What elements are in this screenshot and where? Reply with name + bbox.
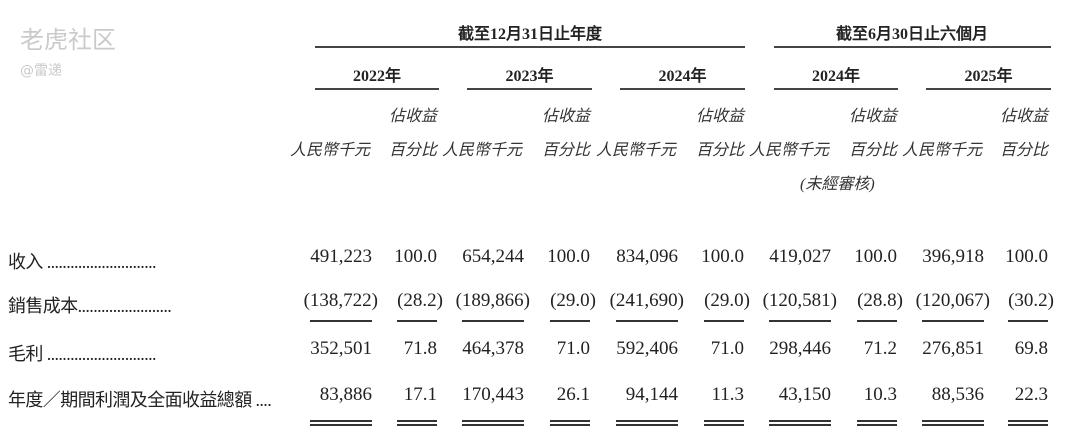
annual-period-header: 截至12月31日止年度	[457, 26, 603, 43]
pct-header-line2: 百分比	[695, 142, 744, 159]
row-label: 年度／期間利潤及全面收益總額 ....	[8, 390, 272, 410]
pct-header-line1: 佔收益	[388, 108, 437, 125]
rmb-cell: 491,223	[310, 246, 372, 267]
row-label: 毛利 ............................	[8, 344, 157, 364]
year-header: 2024年	[811, 68, 861, 85]
percent-cell: 11.3	[711, 384, 744, 405]
subtotal-underline	[462, 320, 524, 322]
rmb-cell: (189,866)	[455, 290, 530, 311]
subtotal-underline	[922, 320, 984, 322]
rmb-cell: 834,096	[616, 246, 678, 267]
rmb-cell: 298,446	[769, 338, 831, 359]
rmb-header: 人民幣千元	[441, 142, 522, 159]
subtotal-underline	[616, 320, 678, 322]
year-header-rule	[315, 88, 439, 90]
rmb-header: 人民幣千元	[595, 142, 676, 159]
total-double-underline	[397, 420, 437, 426]
total-double-underline	[769, 420, 831, 426]
rmb-cell: 43,150	[778, 384, 831, 405]
percent-cell: 100.0	[854, 246, 897, 267]
rmb-header: 人民幣千元	[289, 142, 370, 159]
subtotal-underline	[397, 320, 437, 322]
year-header-rule	[774, 88, 898, 90]
rmb-cell: 464,378	[462, 338, 524, 359]
percent-cell: 100.0	[547, 246, 590, 267]
subtotal-underline	[769, 320, 831, 322]
rmb-cell: (241,690)	[609, 290, 684, 311]
rmb-cell: 276,851	[922, 338, 984, 359]
subtotal-underline	[857, 320, 897, 322]
rmb-cell: (120,581)	[762, 290, 837, 311]
percent-cell: (28.2)	[397, 290, 443, 311]
rmb-cell: 654,244	[462, 246, 524, 267]
total-double-underline	[616, 420, 678, 426]
subtotal-underline	[550, 320, 590, 322]
rmb-cell: (138,722)	[303, 290, 378, 311]
pct-header-line2: 百分比	[541, 142, 590, 159]
rmb-cell: 419,027	[769, 246, 831, 267]
rmb-cell: 396,918	[922, 246, 984, 267]
total-double-underline	[922, 420, 984, 426]
annual-header-rule	[315, 46, 745, 48]
watermark-tiger-community: 老虎社区	[20, 26, 116, 54]
rmb-cell: 592,406	[616, 338, 678, 359]
pct-header-line1: 佔收益	[999, 108, 1048, 125]
percent-cell: 71.2	[863, 338, 897, 359]
total-double-underline	[310, 420, 372, 426]
percent-cell: (28.8)	[857, 290, 903, 311]
row-label: 銷售成本........................	[8, 296, 172, 316]
row-label: 收入 ............................	[8, 252, 157, 272]
interim-period-header: 截至6月30日止六個月	[835, 26, 989, 43]
percent-cell: 71.8	[403, 338, 437, 359]
pct-header-line1: 佔收益	[848, 108, 897, 125]
percent-cell: (29.0)	[704, 290, 750, 311]
percent-cell: 17.1	[403, 384, 437, 405]
percent-cell: 26.1	[556, 384, 590, 405]
year-header-rule	[926, 88, 1051, 90]
pct-header-line2: 百分比	[848, 142, 897, 159]
rmb-header: 人民幣千元	[901, 142, 982, 159]
percent-cell: 100.0	[1005, 246, 1048, 267]
rmb-cell: 352,501	[310, 338, 372, 359]
rmb-cell: 83,886	[319, 384, 372, 405]
pct-header-line1: 佔收益	[695, 108, 744, 125]
year-header-rule	[467, 88, 592, 90]
subtotal-underline	[1008, 320, 1048, 322]
pct-header-line1: 佔收益	[541, 108, 590, 125]
year-header: 2025年	[964, 68, 1013, 85]
percent-cell: 69.8	[1014, 338, 1048, 359]
pct-header-line2: 百分比	[388, 142, 437, 159]
total-double-underline	[704, 420, 744, 426]
rmb-cell: 88,536	[931, 384, 984, 405]
watermark-source: @雷递	[20, 63, 62, 79]
rmb-cell: 170,443	[462, 384, 524, 405]
percent-cell: 100.0	[701, 246, 744, 267]
total-double-underline	[857, 420, 897, 426]
total-double-underline	[462, 420, 524, 426]
subtotal-underline	[310, 320, 372, 322]
subtotal-underline	[704, 320, 744, 322]
rmb-cell: 94,144	[625, 384, 678, 405]
unaudited-note: (未經審核)	[800, 176, 875, 193]
percent-cell: 71.0	[710, 338, 744, 359]
year-header: 2022年	[352, 68, 402, 85]
interim-header-rule	[774, 46, 1051, 48]
year-header: 2024年	[658, 68, 707, 85]
total-double-underline	[1008, 420, 1048, 426]
total-double-underline	[550, 420, 590, 426]
year-header: 2023年	[505, 68, 554, 85]
percent-cell: 71.0	[556, 338, 590, 359]
pct-header-line2: 百分比	[999, 142, 1048, 159]
rmb-cell: (120,067)	[915, 290, 990, 311]
rmb-header: 人民幣千元	[748, 142, 829, 159]
percent-cell: 100.0	[394, 246, 437, 267]
percent-cell: 22.3	[1014, 384, 1048, 405]
percent-cell: (30.2)	[1008, 290, 1054, 311]
year-header-rule	[620, 88, 745, 90]
percent-cell: (29.0)	[550, 290, 596, 311]
percent-cell: 10.3	[863, 384, 897, 405]
